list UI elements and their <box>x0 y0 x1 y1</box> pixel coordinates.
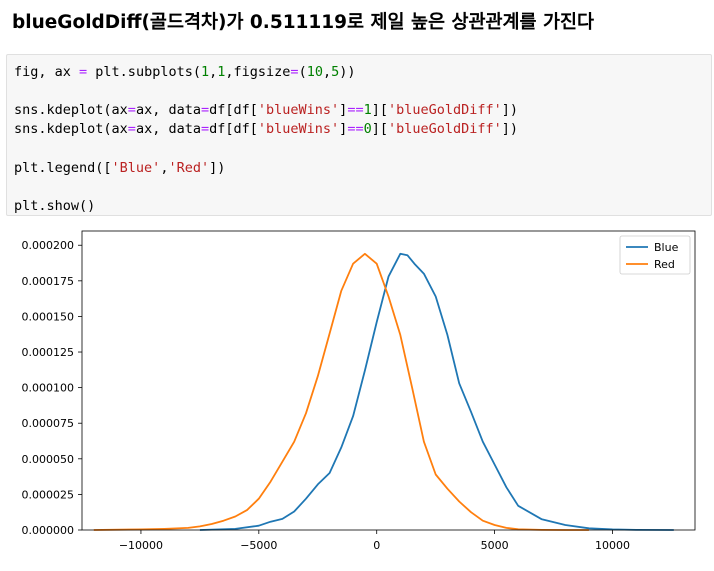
x-tick-label: 10000 <box>595 539 630 552</box>
code-token: df[df[ <box>209 102 258 119</box>
y-tick-label: 0.000075 <box>22 417 75 430</box>
code-token: 'Red' <box>168 159 210 176</box>
code-token: 'blueWins' <box>257 102 340 119</box>
code-token: 10 <box>306 64 323 80</box>
kde-plot-output: −10000 −5000 0 5000 10000 0.000000 0.000025 0.0… <box>0 222 714 567</box>
code-token: = <box>127 121 136 138</box>
code-line: sns.kdeplot(ax=ax, data=df[df['blueWins'… <box>14 121 518 137</box>
code-token: plt.legend([ <box>14 159 112 176</box>
code-token: = <box>79 64 88 80</box>
code-cell[interactable]: fig, ax = plt.subplots(1,1,figsize=(10,5… <box>6 54 712 216</box>
code-token: 5 <box>331 64 340 80</box>
code-token: 1 <box>217 64 226 80</box>
code-line: fig, ax = plt.subplots(1,1,figsize=(10,5… <box>14 64 356 80</box>
series-line-red <box>93 252 589 531</box>
y-tick-label: 0.000000 <box>22 524 75 537</box>
code-token: , <box>322 64 332 80</box>
code-line: plt.show() <box>14 198 95 214</box>
code-token: 1 <box>363 102 372 119</box>
code-token: = <box>200 102 210 119</box>
code-token: ] <box>339 102 348 119</box>
code-line: plt.legend(['Blue','Red']) <box>14 160 225 176</box>
code-token: df[df[ <box>209 121 258 138</box>
code-line: sns.kdeplot(ax=ax, data=df[df['blueWins'… <box>14 102 518 118</box>
page-title: blueGoldDiff(골드격차)가 0.511119로 제일 높은 상관관계… <box>12 12 595 33</box>
code-token: == <box>347 121 364 138</box>
code-token: == <box>347 102 364 119</box>
code-token: 'Blue' <box>111 159 161 176</box>
code-token: 'blueGoldDiff' <box>387 102 502 119</box>
x-tick-label: 5000 <box>481 539 509 552</box>
legend-label-red: Red <box>654 258 675 271</box>
code-token: plt.show() <box>14 197 96 214</box>
code-token: ] <box>339 121 348 138</box>
code-token: ][ <box>371 102 388 119</box>
code-token: sns.kdeplot(ax <box>14 121 128 138</box>
y-tick-label: 0.000050 <box>22 453 75 466</box>
y-tick-label: 0.000200 <box>22 239 75 252</box>
y-tick-label: 0.000100 <box>22 382 75 395</box>
code-token: = <box>200 121 210 138</box>
plot-frame <box>81 230 696 531</box>
code-token: ][ <box>371 121 388 138</box>
code-token: = <box>290 64 299 80</box>
code-token: ]) <box>501 121 519 138</box>
code-token: 0 <box>363 121 372 138</box>
series-line-blue <box>199 252 674 531</box>
code-token: ,figsize <box>225 64 291 80</box>
code-token: ]) <box>209 159 226 176</box>
code-token: 'blueWins' <box>257 121 340 138</box>
y-tick-label: 0.000025 <box>22 488 75 501</box>
code-token: ax, data <box>135 102 201 119</box>
y-tick-label: 0.000175 <box>22 275 75 288</box>
x-tick-label: −10000 <box>119 539 163 552</box>
code-token: plt.subplots( <box>87 64 201 80</box>
x-tick-label: 0 <box>373 539 380 552</box>
code-token: 1 <box>200 64 210 80</box>
code-token: ]) <box>501 102 519 119</box>
code-token: ( <box>298 64 307 80</box>
code-token: ax, data <box>135 121 201 138</box>
y-tick-label: 0.000125 <box>22 346 75 359</box>
code-token: 'blueGoldDiff' <box>387 121 502 138</box>
code-token: = <box>127 102 136 119</box>
legend-label-blue: Blue <box>654 241 679 254</box>
code-token: , <box>160 159 169 176</box>
code-token: )) <box>339 64 356 80</box>
code-token: sns.kdeplot(ax <box>14 102 128 119</box>
x-tick-label: −5000 <box>240 539 277 552</box>
code-token: , <box>209 64 218 80</box>
code-token: fig, ax <box>14 64 80 80</box>
kde-chart: −10000 −5000 0 5000 10000 0.000000 0.000025 0.0… <box>22 230 696 552</box>
y-tick-label: 0.000150 <box>22 310 75 323</box>
